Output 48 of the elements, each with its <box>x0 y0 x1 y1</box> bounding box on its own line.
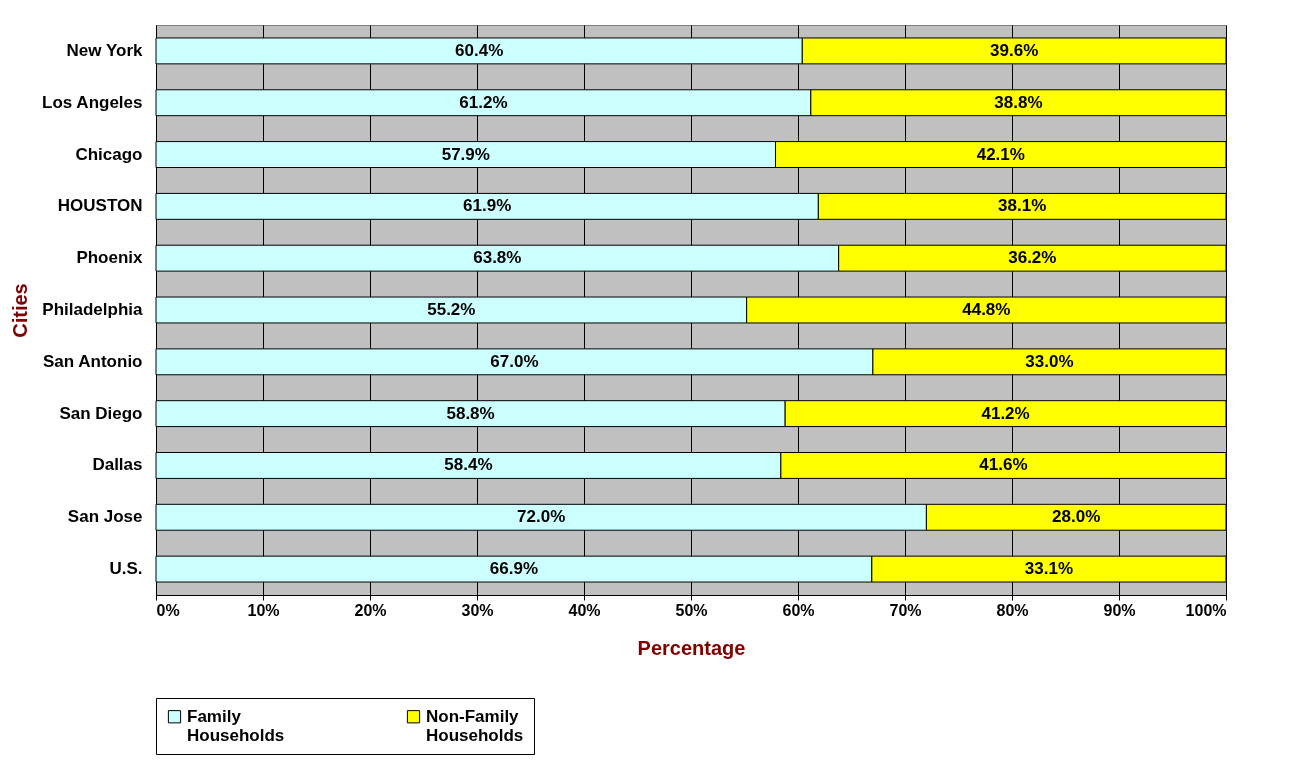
data-label: 63.8% <box>473 248 522 268</box>
data-label: 57.9% <box>441 144 490 164</box>
legend-label: Non-Family Households <box>426 706 524 745</box>
y-tick-label: San Antonio <box>43 351 143 371</box>
legend-label: Family Households <box>187 706 285 745</box>
data-label: 66.9% <box>489 559 539 579</box>
x-tick-label: 10% <box>247 601 280 619</box>
x-tick-label: 60% <box>782 601 815 619</box>
y-tick-label: Dallas <box>92 455 143 475</box>
data-label: 61.9% <box>463 196 512 216</box>
data-label: 38.1% <box>998 196 1047 216</box>
data-label: 42.1% <box>976 144 1025 164</box>
data-label: 33.0% <box>1025 351 1074 371</box>
x-tick-label: 100% <box>1185 601 1227 619</box>
data-label: 36.2% <box>1008 248 1057 268</box>
y-tick-label: San Diego <box>59 403 143 423</box>
x-tick-label: 30% <box>461 601 494 619</box>
data-label: 33.1% <box>1024 559 1074 579</box>
data-label: 38.8% <box>994 92 1043 112</box>
data-label: 61.2% <box>459 92 508 112</box>
data-label: 58.8% <box>446 403 495 423</box>
y-tick-label: Philadelphia <box>42 300 144 319</box>
x-tick-label: 40% <box>568 601 601 619</box>
x-tick-label: 70% <box>889 601 922 619</box>
data-label: 39.6% <box>990 40 1039 60</box>
data-label: 67.0% <box>490 351 539 371</box>
y-tick-label: HOUSTON <box>57 196 143 216</box>
data-label: 41.6% <box>979 455 1028 475</box>
y-tick-label: Los Angeles <box>42 92 143 112</box>
y-tick-label: Phoenix <box>76 248 144 268</box>
y-axis-title: Cities <box>9 283 32 338</box>
x-tick-label: 0% <box>156 601 180 619</box>
x-tick-label: 90% <box>1103 601 1136 619</box>
data-label: 28.0% <box>1052 507 1101 527</box>
data-label: 41.2% <box>981 403 1030 423</box>
y-tick-label: Chicago <box>75 144 143 164</box>
x-tick-label: 20% <box>354 601 387 619</box>
data-label: 55.2% <box>427 300 476 319</box>
x-axis-title: Percentage <box>637 636 746 659</box>
x-tick-label: 80% <box>996 601 1029 619</box>
y-tick-label: U.S. <box>109 559 143 579</box>
y-tick-label: San Jose <box>67 507 143 527</box>
data-label: 44.8% <box>962 300 1011 319</box>
data-label: 58.4% <box>444 455 493 475</box>
data-label: 72.0% <box>517 507 566 527</box>
y-tick-label: New York <box>66 40 144 60</box>
x-tick-label: 50% <box>675 601 708 619</box>
data-label: 60.4% <box>455 40 504 60</box>
